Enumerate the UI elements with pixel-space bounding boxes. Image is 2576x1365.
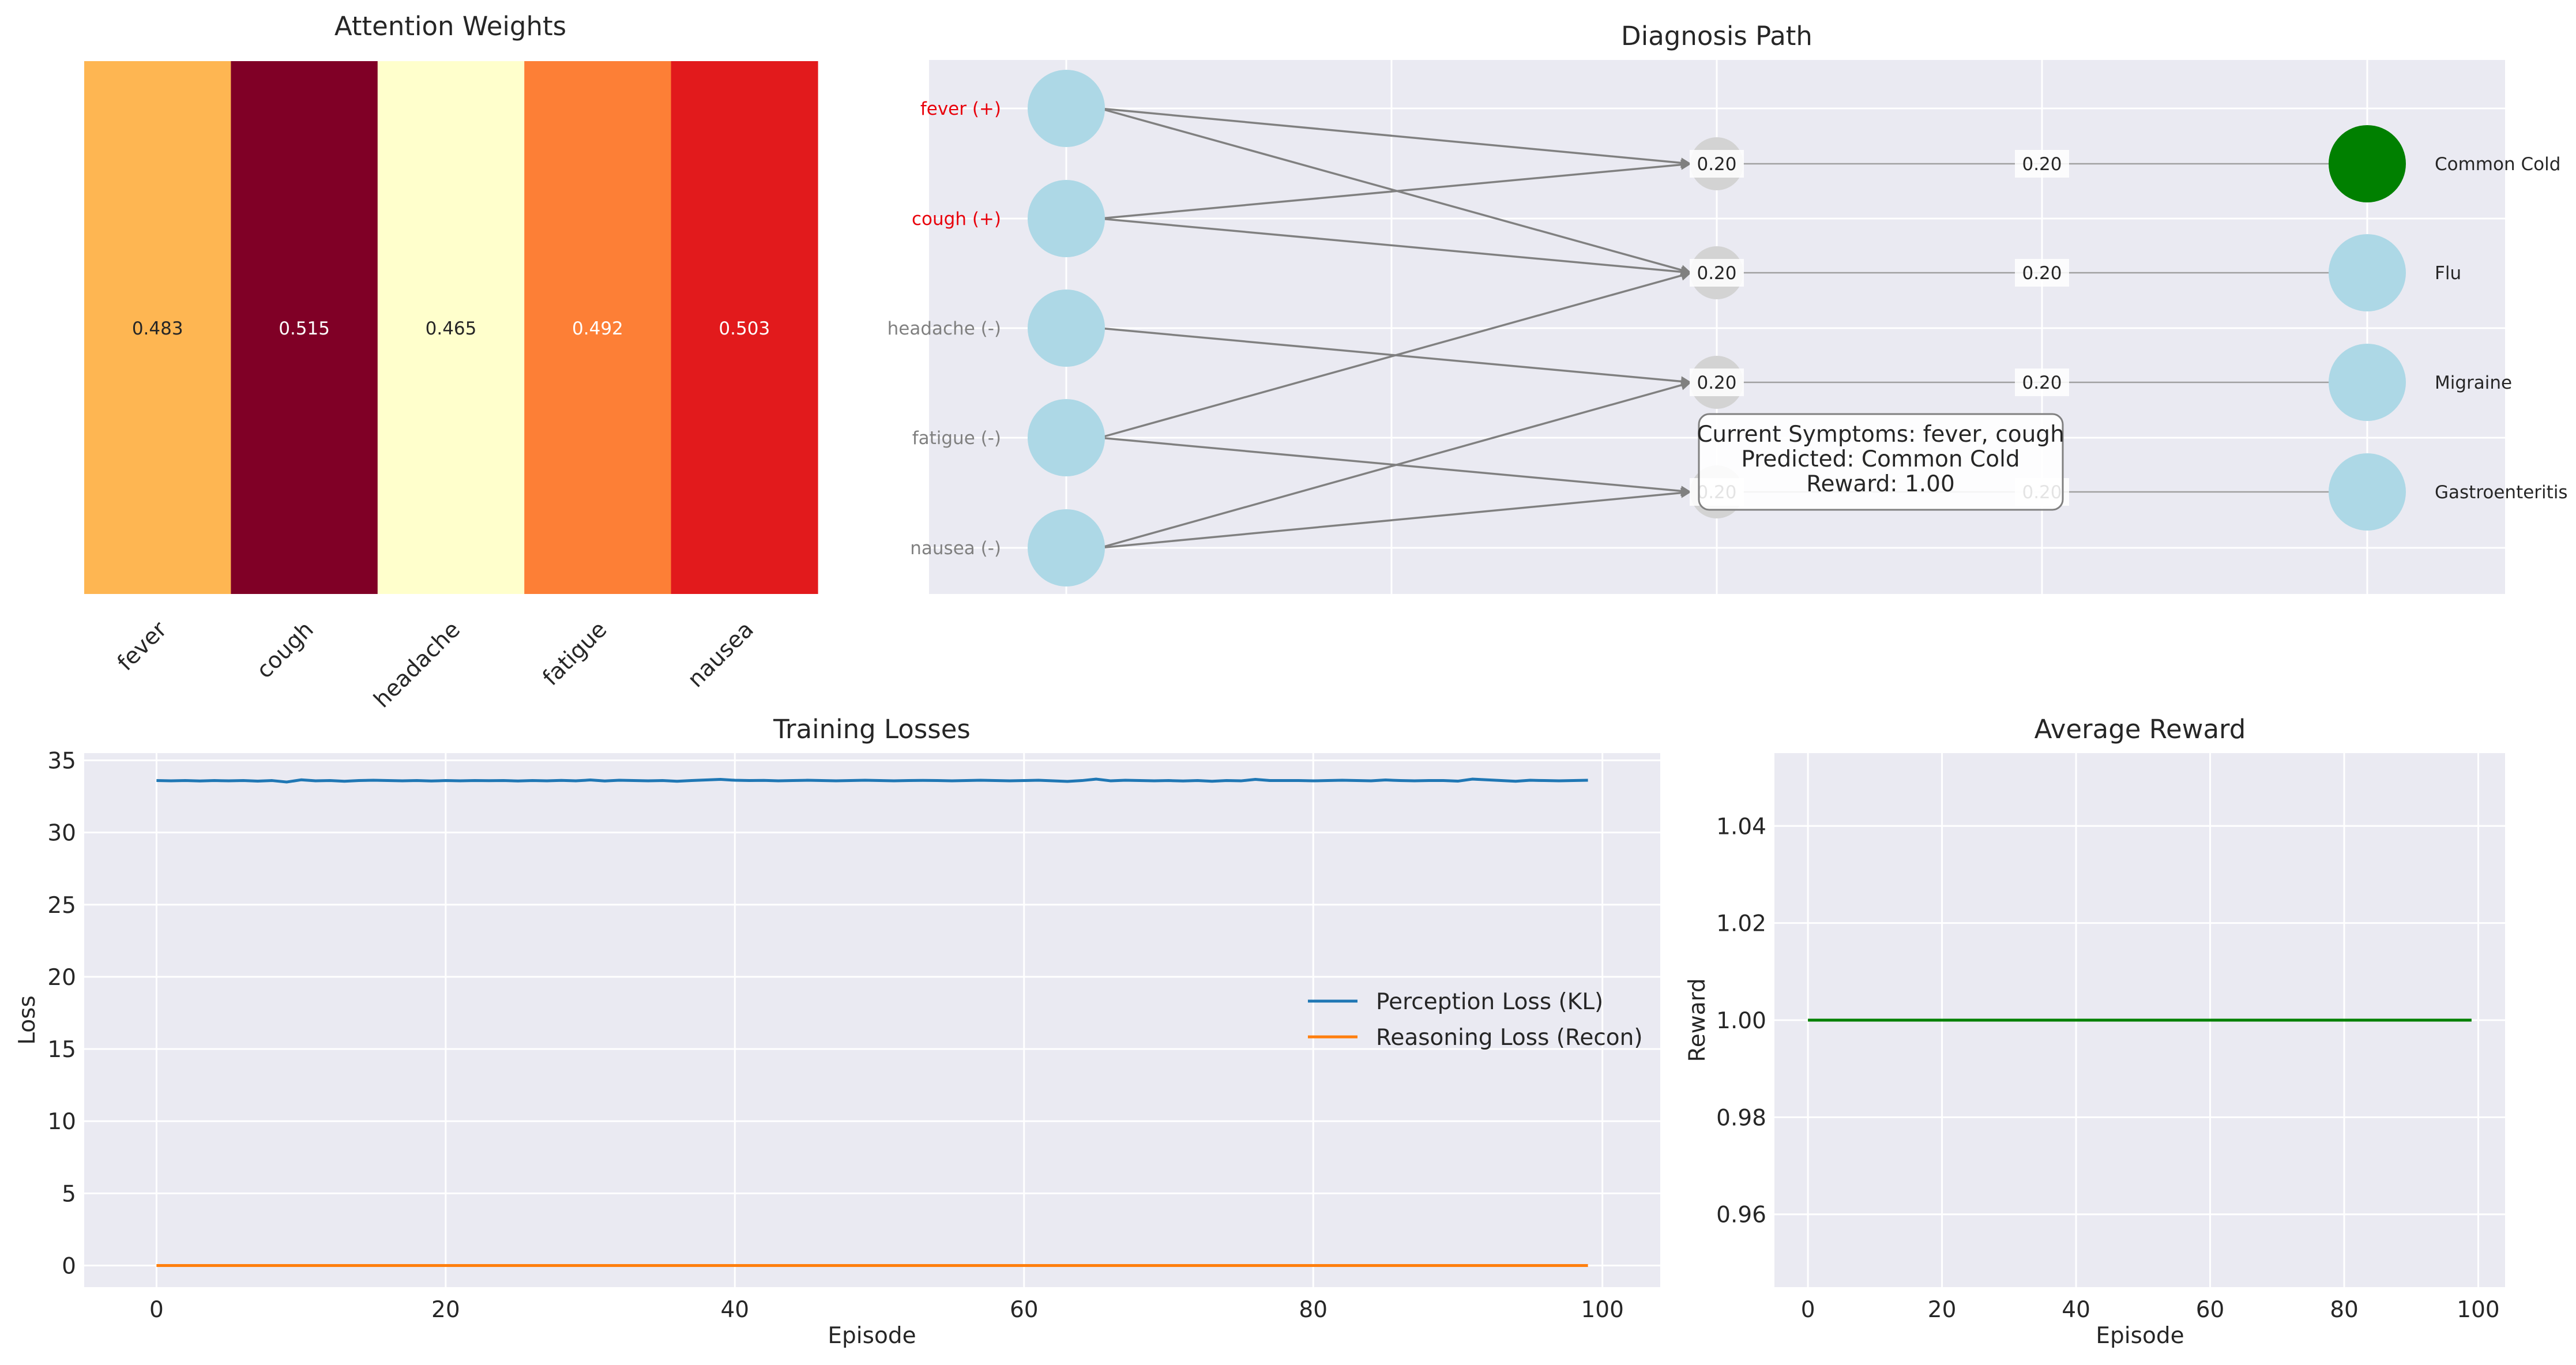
loss-y-tick-label: 5 [62,1181,76,1207]
diagnosis-node [2329,453,2406,531]
loss-y-tick-label: 25 [47,893,76,919]
symptom-edge-arrowhead [1680,159,1691,170]
symptom-edge-arrowhead [1680,270,1691,281]
average-reward-chart: Average Reward 0 20 40 60 80 100 0.96 0.98 1.00 1… [1684,714,2505,1349]
info-box-line-1: Current Symptoms: fever, cough [1697,422,2064,448]
info-box-line-3: Reward: 1.00 [1806,471,1955,497]
loss-series-line-0 [156,777,1588,784]
symptom-node [1028,399,1105,476]
reward-y-tick-label: 1.00 [1716,1008,1766,1034]
heatmap-value-label: 0.492 [572,318,623,339]
loss-y-tick-label: 20 [47,965,76,991]
hidden-weight-label: 0.20 [1697,154,1736,175]
reward-x-tick-label: 20 [1928,1297,1957,1323]
heatmap-value-label: 0.465 [426,318,477,339]
symptom-label: nausea (-) [910,538,1001,559]
symptom-edge [1099,272,1692,439]
symptom-node [1028,70,1105,147]
layer2-weight-label: 0.20 [2022,154,2062,175]
loss-y-tick-label: 10 [47,1109,76,1135]
reward-xlabel: Episode [2096,1323,2184,1349]
symptom-edge-arrowhead [1680,487,1691,498]
layer2-weight-label: 0.20 [2022,373,2062,393]
symptom-edge [1099,491,1692,549]
hidden-weight-label: 0.20 [1697,373,1736,393]
layer2-label-box [2015,150,2069,178]
layer2-label-box [2015,368,2069,396]
symptom-label: fatigue (-) [912,428,1001,449]
heatmap-cell-fever [84,61,231,594]
reward-y-tick-label: 0.96 [1716,1202,1766,1228]
reward-y-tick-label: 1.02 [1716,911,1766,937]
symptom-label: headache (-) [888,318,1001,339]
diagnosis-node [2329,344,2406,421]
reward-x-tick-label: 80 [2330,1297,2359,1323]
heatmap-value-label: 0.503 [719,318,770,339]
diagnosis-node [2329,234,2406,311]
diagnosis-label: Common Cold [2435,154,2560,175]
reward-ylabel: Reward [1684,978,1710,1062]
symptom-edge [1099,163,1692,220]
reward-y-tick-label: 1.04 [1716,814,1766,840]
symptom-edge-arrowhead [1680,380,1691,390]
diagnosis-label: Flu [2435,263,2461,284]
symptom-node [1028,289,1105,367]
loss-y-tick-label: 35 [47,749,76,774]
legend-label: Reasoning Loss (Recon) [1376,1025,1643,1051]
loss-x-tick-label: 20 [431,1297,460,1323]
symptom-label: cough (+) [912,209,1001,230]
layer2-label-box [2015,259,2069,287]
loss-y-tick-label: 0 [62,1253,76,1279]
heatmap-cell-headache [377,61,525,594]
diagnosis-label: Migraine [2435,373,2512,393]
losses-plot-area [84,753,1660,1287]
info-box-line-2: Predicted: Common Cold [1741,446,2020,472]
hidden-label-box [1690,368,1744,396]
losses-ylabel: Loss [14,995,40,1045]
diagnosis-node [2329,125,2406,202]
heatmap-title: Attention Weights [334,11,566,42]
hidden-label-box [1690,150,1744,178]
reward-x-tick-label: 100 [2457,1297,2499,1323]
losses-legend: Perception Loss (KL) Reasoning Loss (Reco… [1308,989,1643,1051]
heatmap-cell-fatigue [524,61,672,594]
heatmap-value-label: 0.483 [132,318,183,339]
symptom-edge [1099,381,1692,549]
reward-x-tick-label: 0 [1801,1297,1815,1323]
layer2-weight-label: 0.20 [2022,263,2062,284]
legend-label: Perception Loss (KL) [1376,989,1603,1015]
heatmap-cell-nausea [671,61,818,594]
diagnosis-label: Gastroenteritis [2435,482,2568,503]
symptom-edge [1099,107,1692,165]
heatmap-value-label: 0.515 [279,318,330,339]
losses-xlabel: Episode [828,1323,916,1349]
loss-y-tick-label: 15 [47,1037,76,1063]
hidden-weight-label: 0.20 [1697,263,1736,284]
diagnosis-path: Diagnosis Path fever (+) cough (+) headach… [888,21,2568,594]
symptom-label: fever (+) [920,99,1001,119]
loss-x-tick-label: 100 [1581,1297,1623,1323]
loss-x-tick-label: 40 [720,1297,749,1323]
reward-y-tick-label: 0.98 [1716,1105,1766,1131]
symptom-node [1028,509,1105,586]
diagnosis-title: Diagnosis Path [1621,21,1812,51]
info-box: Current Symptoms: fever, cough Predicted… [1697,413,2064,511]
loss-x-tick-label: 80 [1299,1297,1328,1323]
loss-x-tick-label: 60 [1010,1297,1039,1323]
symptom-edge [1099,217,1692,274]
loss-y-tick-label: 30 [47,821,76,847]
loss-x-tick-label: 0 [149,1297,164,1323]
losses-title: Training Losses [773,714,971,744]
reward-x-tick-label: 60 [2196,1297,2225,1323]
hidden-label-box [1690,259,1744,287]
heatmap-cell-cough [231,61,378,594]
training-losses-chart: Training Losses 0 20 40 60 80 100 0 5 10 15 20 25 30… [14,714,1660,1349]
reward-x-tick-label: 40 [2062,1297,2090,1323]
symptom-node [1028,180,1105,257]
reward-title: Average Reward [2035,714,2246,744]
